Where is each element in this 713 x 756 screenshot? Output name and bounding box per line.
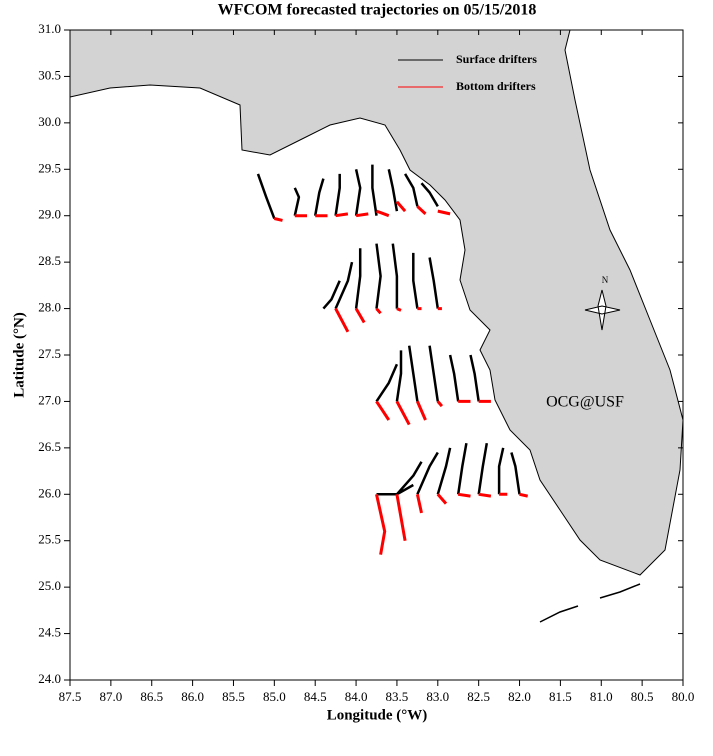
- x-tick-label: 83.0: [426, 689, 449, 704]
- y-tick-label: 26.5: [38, 439, 61, 454]
- x-tick-label: 81.0: [590, 689, 613, 704]
- chart-title: WFCOM forecasted trajectories on 05/15/2…: [218, 2, 537, 19]
- x-tick-label: 85.5: [222, 689, 245, 704]
- y-tick-label: 26.0: [38, 485, 61, 500]
- y-tick-label: 27.5: [38, 346, 61, 361]
- y-tick-label: 30.5: [38, 67, 61, 82]
- x-tick-label: 80.0: [672, 689, 695, 704]
- x-tick-label: 80.5: [631, 689, 654, 704]
- x-tick-label: 84.5: [304, 689, 327, 704]
- annotation: OCG@USF: [546, 394, 624, 411]
- y-tick-label: 29.0: [38, 207, 61, 222]
- florida-land: [70, 30, 683, 576]
- y-tick-label: 28.0: [38, 300, 61, 315]
- x-tick-label: 83.5: [386, 689, 409, 704]
- land: [70, 30, 683, 623]
- florida-keys: [539, 583, 641, 623]
- x-tick-label: 84.0: [345, 689, 368, 704]
- x-tick-label: 87.0: [99, 689, 122, 704]
- y-tick-label: 27.0: [38, 392, 61, 407]
- x-axis-label: Longitude (°W): [327, 707, 428, 723]
- y-tick-label: 24.0: [38, 671, 61, 686]
- y-tick-label: 25.5: [38, 532, 61, 547]
- x-tick-label: 86.5: [140, 689, 163, 704]
- y-axis-label: Latitude (°N): [11, 312, 27, 398]
- x-tick-label: 87.5: [59, 689, 82, 704]
- trajectory: [273, 200, 529, 555]
- trajectory: [256, 164, 521, 496]
- x-tick-label: 81.5: [549, 689, 572, 704]
- compass: N: [584, 275, 621, 331]
- x-tick-label: 85.0: [263, 689, 286, 704]
- x-tick-label: 86.0: [181, 689, 204, 704]
- y-tick-label: 24.5: [38, 625, 61, 640]
- y-tick-label: 25.0: [38, 578, 61, 593]
- legend-label: Surface drifters: [456, 52, 537, 66]
- compass-label: N: [602, 275, 609, 285]
- y-tick-label: 31.0: [38, 21, 61, 36]
- y-tick-label: 30.0: [38, 114, 61, 129]
- legend-label: Bottom drifters: [456, 79, 536, 93]
- x-tick-label: 82.0: [508, 689, 531, 704]
- x-tick-label: 82.5: [467, 689, 490, 704]
- y-tick-label: 29.5: [38, 160, 61, 175]
- y-tick-label: 28.5: [38, 253, 61, 268]
- compass-rose: [584, 289, 621, 331]
